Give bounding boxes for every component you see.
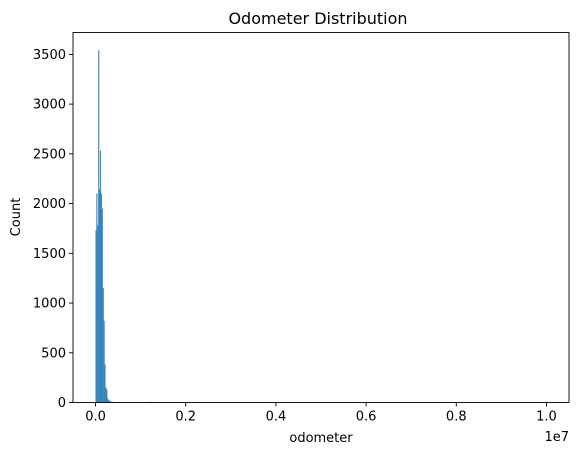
histogram-bar (96, 193, 98, 403)
x-tick-label: 0.6 (356, 410, 377, 425)
x-axis-ticks: 0.0 0.2 0.4 0.6 0.8 1.0 (85, 402, 557, 425)
histogram-bar (103, 320, 105, 403)
y-axis-ticks: 0 500 1000 1500 2000 2500 3000 3500 (33, 48, 73, 411)
plot-frame (72, 32, 570, 403)
histogram-bar (101, 208, 103, 403)
y-tick-label: 1500 (33, 247, 66, 262)
histogram-bar (102, 288, 104, 403)
histogram-bar (97, 225, 99, 403)
y-tick-label: 1000 (33, 297, 66, 312)
histogram-bar (107, 398, 109, 403)
histogram-bar (98, 50, 100, 403)
histogram-bar (104, 364, 106, 403)
y-tick-label: 0 (58, 396, 66, 411)
x-tick-label: 0.8 (446, 410, 467, 425)
x-tick-label: 0.2 (175, 410, 196, 425)
histogram-bar (100, 193, 102, 403)
histogram-bars (95, 50, 547, 403)
x-axis-label: odometer (289, 431, 353, 446)
histogram-bar (95, 230, 97, 403)
x-tick-label: 0.4 (266, 410, 287, 425)
chart-title: Odometer Distribution (228, 9, 407, 28)
x-tick-label: 1.0 (536, 410, 557, 425)
x-tick-label: 0.0 (85, 410, 106, 425)
y-axis-label: Count (9, 198, 24, 237)
histogram-bar (99, 150, 102, 403)
y-tick-label: 3000 (33, 98, 66, 113)
y-tick-label: 2000 (33, 197, 66, 212)
x-axis-offset-label: 1e7 (544, 430, 569, 445)
histogram-bar (106, 389, 108, 403)
histogram-bar (105, 387, 107, 403)
histogram-bar (99, 189, 101, 403)
y-tick-label: 3500 (33, 48, 66, 63)
y-tick-label: 500 (41, 346, 66, 361)
y-tick-label: 2500 (33, 147, 66, 162)
